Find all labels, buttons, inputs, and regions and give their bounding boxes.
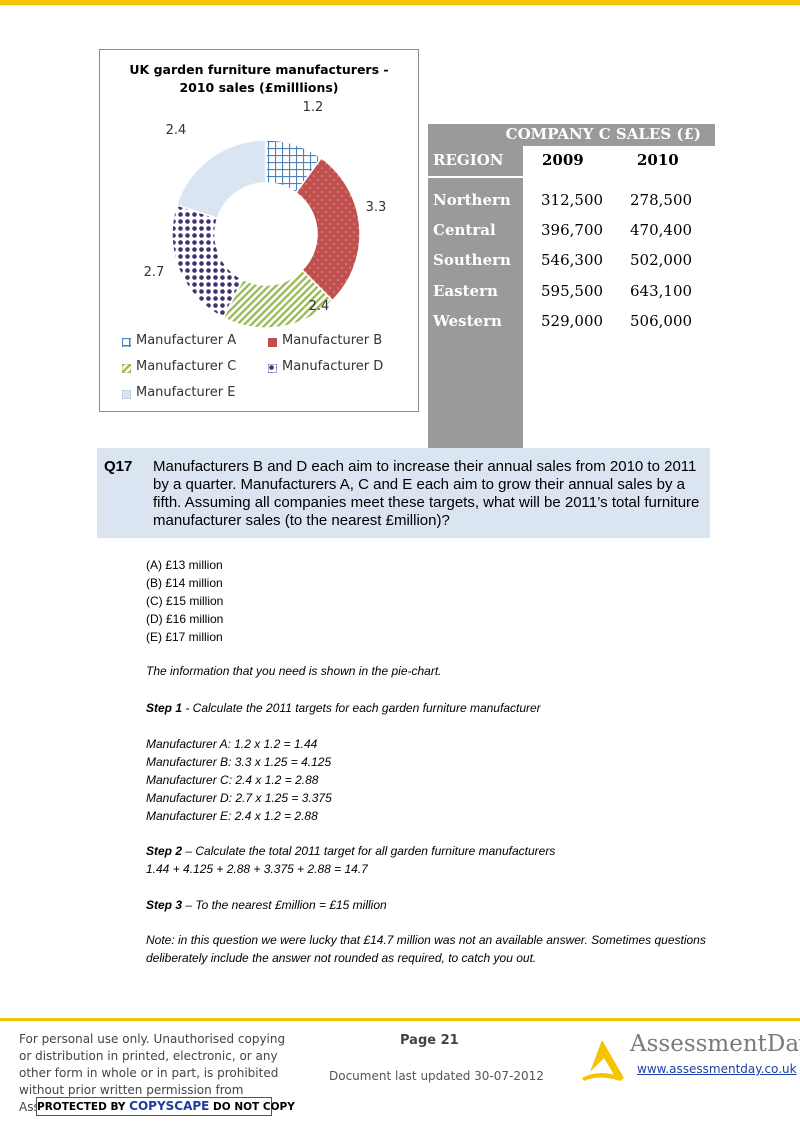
- explanation-note: Note: in this question we were lucky tha…: [146, 933, 706, 965]
- step-1-label: Step 1: [146, 701, 183, 715]
- copyscape-brand: COPYSCAPE: [129, 1099, 210, 1113]
- assessmentday-logo-icon: [582, 1040, 624, 1081]
- calc-manufacturer-b: Manufacturer B: 3.3 x 1.25 = 4.125: [146, 755, 332, 769]
- copyright-notice: For personal use only. Unauthorised copy…: [19, 1032, 286, 1114]
- cell-western-2009: 529,000: [541, 312, 604, 330]
- cell-southern-2009: 546,300: [541, 251, 604, 269]
- option-a: (A) £13 million: [146, 558, 223, 572]
- region-column: [428, 146, 523, 455]
- row-label-northern: Northern: [433, 191, 511, 209]
- legend-item-manufacturer-a: Manufacturer A: [121, 333, 237, 348]
- year-header-2010: 2010: [637, 151, 679, 169]
- year-header-2009: 2009: [542, 151, 584, 169]
- row-label-central: Central: [433, 221, 496, 239]
- calc-manufacturer-d: Manufacturer D: 2.7 x 1.25 = 3.375: [146, 791, 332, 805]
- row-label-southern: Southern: [433, 251, 511, 269]
- question-number: Q17: [104, 458, 133, 475]
- legend-label-a: Manufacturer A: [136, 333, 237, 348]
- legend-label-d: Manufacturer D: [282, 359, 384, 374]
- data-label-manufacturer-e: 2.4: [166, 123, 187, 138]
- legend-item-manufacturer-b: Manufacturer B: [268, 333, 382, 348]
- row-label-eastern: Eastern: [433, 282, 498, 300]
- step-1: Step 1 - Calculate the 2011 targets for …: [146, 699, 706, 717]
- option-c: (C) £15 million: [146, 594, 224, 608]
- copyscape-prefix: PROTECTED BY: [37, 1101, 130, 1113]
- data-label-manufacturer-b: 3.3: [366, 200, 387, 215]
- step-3-label: Step 3: [146, 898, 183, 912]
- table-divider: [428, 176, 523, 178]
- question-box: Q17 Manufacturers B and D each aim to in…: [97, 448, 710, 538]
- legend-swatch-a: [121, 336, 132, 348]
- step-2-label: Step 2: [146, 844, 183, 858]
- row-label-western: Western: [433, 312, 502, 330]
- step-3-text: – To the nearest £million = £15 million: [182, 898, 387, 912]
- cell-central-2010: 470,400: [630, 221, 693, 239]
- donut-chart-svg: 1.2 3.3 2.4 2.7 2.4: [144, 100, 387, 329]
- option-e: (E) £17 million: [146, 630, 223, 644]
- option-d: (D) £16 million: [146, 612, 224, 626]
- cell-northern-2009: 312,500: [541, 191, 604, 209]
- cell-southern-2010: 502,000: [630, 251, 693, 269]
- table-title: COMPANY C SALES (£): [505, 125, 701, 143]
- table-title-row: COMPANY C SALES (£): [428, 124, 715, 146]
- data-label-manufacturer-c: 2.4: [309, 299, 330, 314]
- brand-name: AssessmentDay: [630, 1031, 800, 1057]
- step-3: Step 3 – To the nearest £million = £15 m…: [146, 896, 706, 914]
- legend-label-b: Manufacturer B: [282, 333, 383, 348]
- cell-central-2009: 396,700: [541, 221, 604, 239]
- copyscape-suffix: DO NOT COPY: [209, 1101, 295, 1113]
- donut-slice-manufacturer-b: [294, 156, 361, 302]
- calc-manufacturer-a: Manufacturer A: 1.2 x 1.2 = 1.44: [146, 737, 318, 751]
- legend-swatch-b: [268, 336, 277, 347]
- calc-manufacturer-e: Manufacturer E: 2.4 x 1.2 = 2.88: [146, 809, 318, 823]
- cell-eastern-2009: 595,500: [541, 282, 604, 300]
- step-2-sum: 1.44 + 4.125 + 2.88 + 3.375 + 2.88 = 14.…: [146, 862, 368, 876]
- question-text: Manufacturers B and D each aim to increa…: [153, 458, 700, 529]
- legend-label-e: Manufacturer E: [136, 385, 236, 400]
- footer-accent-line: [0, 1018, 800, 1021]
- legend-label-c: Manufacturer C: [136, 359, 237, 374]
- option-b: (B) £14 million: [146, 576, 223, 590]
- legend-swatch-c: [121, 362, 132, 374]
- top-accent-bar: [0, 0, 800, 5]
- last-updated: Document last updated 30-07-2012: [329, 1069, 544, 1083]
- chart-title-line-2: 2010 sales (£milllions): [179, 80, 339, 95]
- region-header: REGION: [433, 151, 504, 169]
- cell-western-2010: 506,000: [630, 312, 693, 330]
- data-label-manufacturer-a: 1.2: [303, 100, 324, 115]
- calc-manufacturer-c: Manufacturer C: 2.4 x 1.2 = 2.88: [146, 773, 319, 787]
- legend-swatch-d: [267, 362, 278, 374]
- data-label-manufacturer-d: 2.7: [144, 265, 165, 280]
- cell-eastern-2010: 643,100: [630, 282, 693, 300]
- legend-item-manufacturer-c: Manufacturer C: [121, 359, 237, 374]
- donut-slice-manufacturer-d: [171, 204, 244, 319]
- explanation-intro: The information that you need is shown i…: [146, 664, 442, 678]
- chart-title-line-1: UK garden furniture manufacturers -: [129, 62, 389, 77]
- legend-swatch-e: [121, 388, 132, 400]
- step-2: Step 2 – Calculate the total 2011 target…: [146, 842, 706, 860]
- donut-slice-manufacturer-e: [175, 139, 267, 220]
- copyscape-badge[interactable]: PROTECTED BY COPYSCAPE DO NOT COPY: [36, 1097, 295, 1116]
- cell-northern-2010: 278,500: [630, 191, 693, 209]
- page-number: Page 21: [400, 1033, 459, 1048]
- brand-url-link[interactable]: www.assessmentday.co.uk: [637, 1062, 797, 1076]
- legend-item-manufacturer-d: Manufacturer D: [267, 359, 384, 374]
- legend-item-manufacturer-e: Manufacturer E: [121, 385, 236, 400]
- step-1-text: - Calculate the 2011 targets for each ga…: [182, 701, 541, 715]
- brand-block: AssessmentDay www.assessmentday.co.uk: [578, 1028, 800, 1088]
- donut-chart: UK garden furniture manufacturers - 2010…: [99, 49, 419, 412]
- step-2-text: – Calculate the total 2011 target for al…: [182, 844, 556, 858]
